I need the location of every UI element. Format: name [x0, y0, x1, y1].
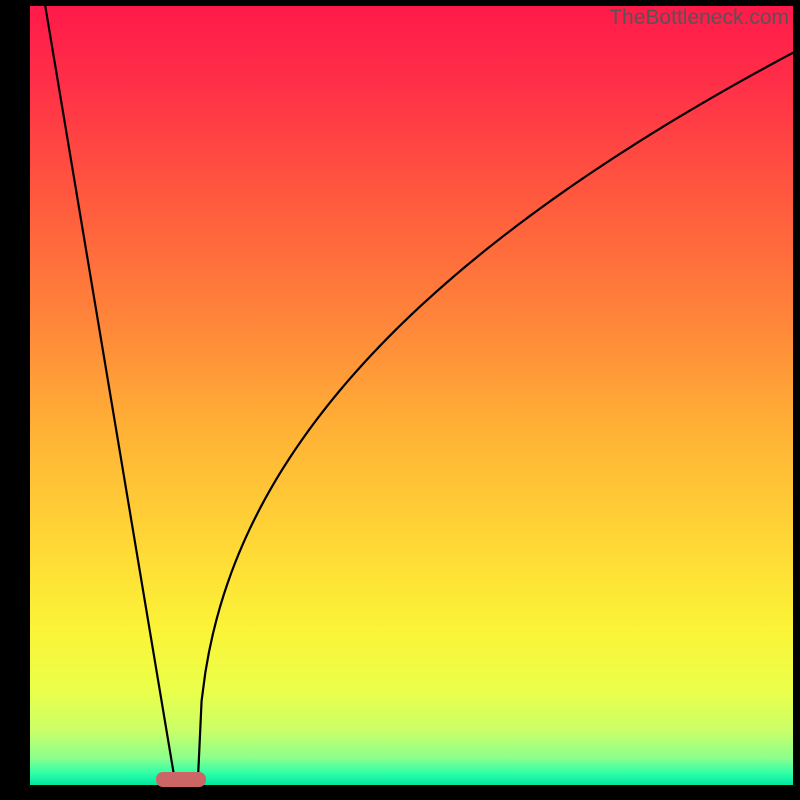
trough-marker	[156, 772, 206, 787]
plot-area	[30, 6, 793, 785]
chart-container: TheBottleneck.com	[0, 0, 800, 800]
curve-layer	[30, 6, 793, 785]
watermark-text: TheBottleneck.com	[609, 6, 789, 30]
